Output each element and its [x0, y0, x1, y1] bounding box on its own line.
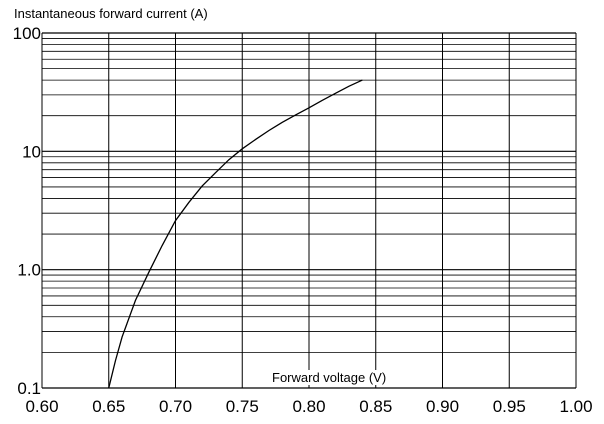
y-tick-labels: 0.1 1.0 10 100: [13, 24, 41, 398]
series-layer: [108, 79, 363, 389]
grid-lines: [41, 32, 577, 389]
x-tick-label: 0.80: [292, 397, 325, 416]
y-axis-label: Instantaneous forward current (A): [14, 6, 208, 21]
x-tick-labels: 0.60 0.65 0.70 0.75 0.80 0.85 0.90 0.95 1.00: [25, 397, 592, 416]
x-tick-label: 0.75: [226, 397, 259, 416]
y-tick-label: 100: [13, 24, 41, 43]
x-tick-label: 0.60: [25, 397, 58, 416]
y-tick-label: 10: [22, 142, 41, 161]
y-tick-label: 1.0: [17, 261, 41, 280]
x-tick-label: 0.90: [426, 397, 459, 416]
series-line: [108, 79, 363, 389]
x-tick-label: 0.70: [159, 397, 192, 416]
x-tick-label: 1.00: [559, 397, 592, 416]
x-axis-label: Forward voltage (V): [270, 370, 389, 385]
y-tick-label: 0.1: [17, 379, 41, 398]
x-tick-label: 0.85: [359, 397, 392, 416]
x-tick-label: 0.95: [493, 397, 526, 416]
x-tick-label: 0.65: [92, 397, 125, 416]
